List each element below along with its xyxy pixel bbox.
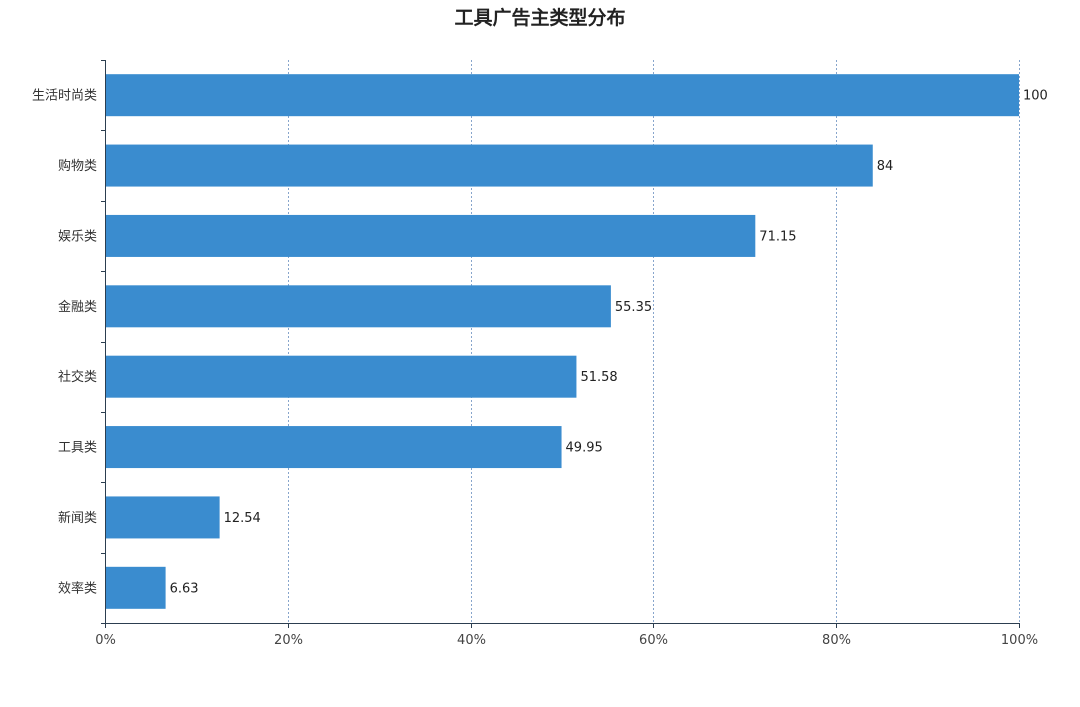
category-label: 金融类 xyxy=(58,299,97,315)
bar xyxy=(105,144,873,187)
data-label: 51.58 xyxy=(580,370,617,385)
bar xyxy=(105,426,562,469)
category-label: 娱乐类 xyxy=(58,229,97,244)
x-tick-label: 20% xyxy=(274,633,303,648)
labels: 生活时尚类 100 购物类 84 娱乐类 71.15 金融类 55.35 社交类 51.58 工具类… xyxy=(32,89,1048,648)
bars xyxy=(105,74,1019,609)
axes xyxy=(101,60,1020,628)
bar xyxy=(105,214,756,257)
x-tick-label: 40% xyxy=(457,633,486,648)
category-label: 社交类 xyxy=(58,369,97,385)
x-tick-label: 60% xyxy=(639,633,668,648)
category-label: 购物类 xyxy=(58,158,97,174)
chart-title: 工具广告主类型分布 xyxy=(454,6,625,29)
data-label: 71.15 xyxy=(759,229,796,244)
category-label: 工具类 xyxy=(58,441,97,456)
x-tick-label: 80% xyxy=(822,633,851,648)
category-label: 效率类 xyxy=(58,580,97,596)
data-label: 84 xyxy=(877,159,894,174)
data-label: 49.95 xyxy=(566,441,603,456)
bar xyxy=(105,496,220,539)
x-tick-label: 0% xyxy=(95,633,116,648)
bar xyxy=(105,355,577,398)
x-tick-label: 100% xyxy=(1001,633,1038,648)
data-label: 12.54 xyxy=(224,511,261,526)
bar xyxy=(105,566,166,609)
data-label: 100 xyxy=(1023,89,1048,104)
bar xyxy=(105,74,1019,117)
data-label: 6.63 xyxy=(170,581,199,596)
data-label: 55.35 xyxy=(615,300,652,315)
category-label: 新闻类 xyxy=(58,510,97,526)
gridlines xyxy=(288,60,1020,623)
bar xyxy=(105,285,611,328)
category-label: 生活时尚类 xyxy=(32,89,97,104)
